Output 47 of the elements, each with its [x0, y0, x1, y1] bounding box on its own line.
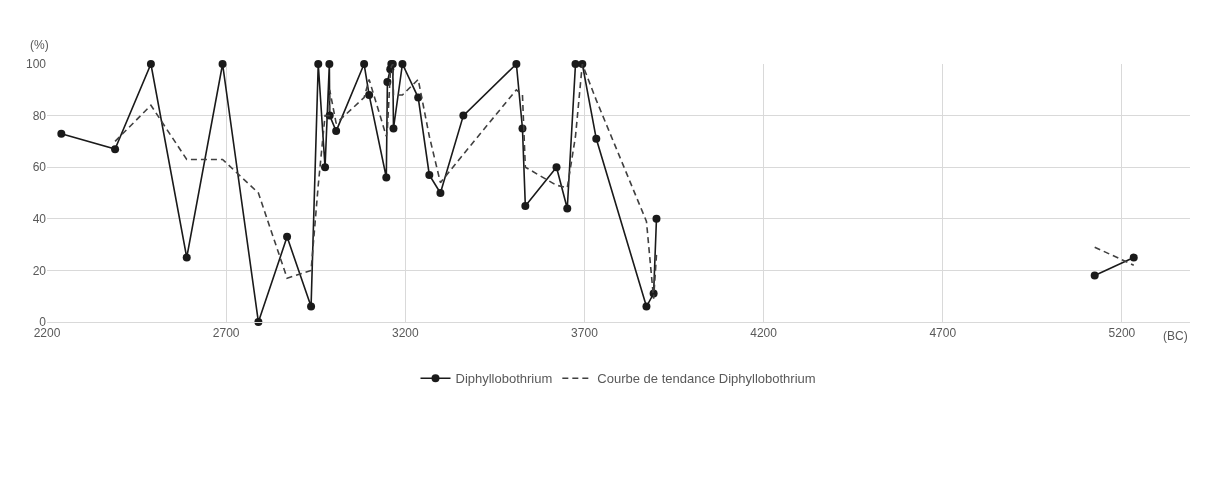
x-tick-label: 2200 [33, 326, 61, 341]
x-tick-label: 4200 [750, 326, 778, 341]
point [321, 163, 330, 172]
y-tick-label: 60 [32, 160, 47, 175]
point [360, 60, 369, 68]
point [398, 60, 407, 68]
x-tick-label: 3700 [571, 326, 599, 341]
point [146, 60, 155, 68]
point [111, 145, 120, 154]
y-tick-label: 80 [32, 108, 47, 123]
point [563, 204, 572, 213]
point [218, 60, 227, 68]
point [592, 134, 601, 143]
point [425, 170, 434, 179]
point [642, 302, 651, 311]
point [332, 127, 341, 136]
point [283, 232, 292, 241]
x-tick-label: 3200 [391, 326, 419, 341]
y-tick-label: 40 [32, 212, 47, 226]
point [383, 78, 392, 87]
point [414, 93, 423, 102]
point [307, 302, 316, 311]
legend-label: Courbe de tendance Diphyllobothrium [597, 371, 816, 387]
point [325, 111, 334, 120]
point [552, 163, 561, 172]
point [365, 90, 374, 99]
x-tick-label: 5200 [1108, 326, 1136, 341]
point [182, 253, 191, 262]
y-tick-label: 100 [25, 57, 47, 72]
point [389, 124, 398, 133]
point [325, 60, 334, 68]
point [652, 214, 661, 223]
point [512, 60, 521, 68]
point [314, 60, 323, 68]
y-axis-title: (%) [30, 38, 49, 52]
point [459, 111, 468, 120]
point [571, 60, 580, 68]
x-tick-label: 4700 [929, 326, 957, 341]
x-axis-title: (BC) [1163, 329, 1188, 343]
y-tick-label: 20 [32, 263, 47, 278]
point [436, 189, 445, 197]
point [382, 173, 391, 182]
point [521, 201, 530, 210]
point [254, 318, 263, 326]
x-tick-label: 2700 [212, 326, 240, 341]
point [57, 129, 66, 138]
legend-label: Diphyllobothrium [455, 371, 553, 387]
